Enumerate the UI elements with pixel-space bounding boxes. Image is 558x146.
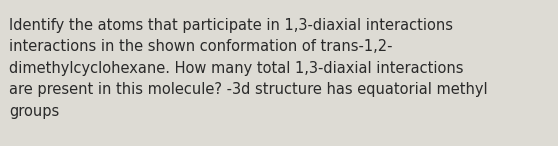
Text: Identify the atoms that participate in 1,3-diaxial interactions
interactions in : Identify the atoms that participate in 1… bbox=[9, 18, 488, 119]
